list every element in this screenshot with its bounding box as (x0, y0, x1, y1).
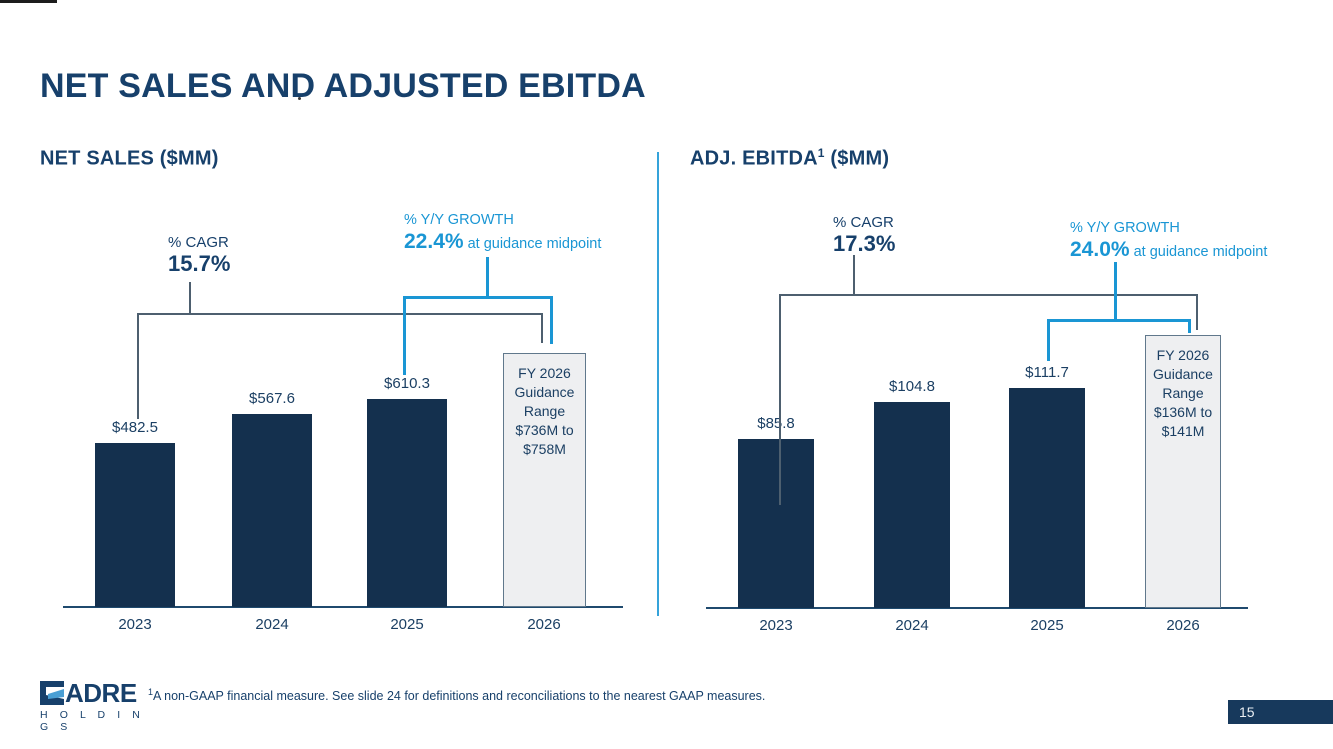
stray-dot (298, 97, 301, 100)
bar-2024: $567.6 (232, 390, 312, 607)
bar-value-label: $482.5 (112, 419, 158, 436)
cagr-bracket-right-drop (1196, 294, 1198, 330)
yoy-suffix: at guidance midpoint (1129, 244, 1268, 261)
yoy-label: % Y/Y GROWTH (1070, 220, 1180, 236)
cagr-label: % CAGR (168, 234, 229, 251)
guidance-line: $136M to (1153, 404, 1213, 420)
cadre-logo-mark-icon (40, 681, 64, 705)
x-axis (63, 606, 623, 608)
cagr-value: 15.7% (168, 251, 231, 277)
x-tick-2023: 2023 (759, 617, 793, 634)
cagr-bracket-stem (853, 255, 855, 294)
yoy-bracket-right-drop (550, 296, 553, 344)
bar-2023: $482.5 (95, 419, 175, 607)
yoy-label: % Y/Y GROWTH (404, 212, 514, 228)
chart-title-text: NET SALES ($MM) (40, 147, 219, 170)
guidance-line: FY 2026 (1156, 347, 1210, 363)
cagr-value: 17.3% (833, 231, 896, 257)
cagr-label: % CAGR (833, 214, 894, 231)
chart-title-net-sales: NET SALES ($MM) (40, 146, 219, 171)
chart-title-suffix: ($MM) (824, 147, 890, 170)
cagr-annotation: % CAGR 15.7% (168, 234, 230, 277)
yoy-bracket-horizontal (403, 296, 552, 299)
yoy-bracket-left-drop (403, 296, 406, 375)
chart-title-adj-ebitda: ADJ. EBITDA1 ($MM) (690, 146, 889, 171)
bar-value-label: $610.3 (384, 375, 430, 392)
page-number-badge: 15 (1228, 700, 1333, 724)
x-tick-2025: 2025 (1030, 617, 1064, 634)
cagr-bracket-right-drop (541, 313, 543, 343)
yoy-bracket-horizontal (1047, 319, 1190, 322)
guidance-line: Guidance (1153, 366, 1213, 382)
bar-value-label: $567.6 (249, 390, 295, 407)
yoy-bracket-stem (1114, 262, 1117, 319)
bar-value-label: $104.8 (889, 378, 935, 395)
yoy-bracket-right-drop (1188, 319, 1191, 333)
cagr-bracket-left-drop (779, 294, 781, 505)
guidance-line: FY 2026 (518, 365, 571, 381)
cadre-holdings-logo: ADRE H O L D I N G S (40, 678, 148, 733)
footnote-text: A non-GAAP financial measure. See slide … (153, 689, 766, 704)
yoy-suffix: at guidance midpoint (463, 236, 602, 253)
yoy-value: 22.4% (404, 230, 464, 254)
vertical-divider (657, 152, 659, 616)
x-tick-2024: 2024 (895, 617, 929, 634)
bar-2024: $104.8 (874, 378, 950, 608)
x-tick-2026: 2026 (527, 616, 561, 633)
yoy-value: 24.0% (1070, 238, 1130, 262)
x-tick-2026: 2026 (1166, 617, 1200, 634)
guidance-text: FY 2026 Guidance Range $136M to $141M (1146, 336, 1220, 441)
guidance-text: FY 2026 Guidance Range $736M to $758M (504, 354, 585, 459)
guidance-line: Range (523, 403, 566, 419)
footnote: 1A non-GAAP financial measure. See slide… (148, 687, 765, 703)
page-title: NET SALES AND ADJUSTED EBITDA (40, 66, 646, 105)
bar-2025: $111.7 (1009, 364, 1085, 608)
guidance-box-2026: FY 2026 Guidance Range $136M to $141M (1145, 335, 1221, 608)
chart-title-sup: 1 (817, 146, 825, 160)
yoy-bracket-stem (486, 257, 489, 296)
guidance-line: $141M (1161, 423, 1205, 439)
logo-subtext: H O L D I N G S (40, 709, 145, 733)
footnote-superscript: 1 (148, 687, 154, 697)
top-left-strip (0, 0, 57, 3)
yoy-bracket-left-drop (1047, 319, 1050, 361)
cagr-bracket-left-drop (137, 313, 139, 419)
cagr-bracket-horizontal (137, 313, 541, 315)
guidance-line: Guidance (514, 384, 575, 400)
x-tick-2025: 2025 (390, 616, 424, 633)
bar-2025: $610.3 (367, 375, 447, 607)
x-tick-2023: 2023 (118, 616, 152, 633)
cagr-bracket-horizontal (779, 294, 1198, 296)
cagr-bracket-stem (189, 282, 191, 313)
guidance-line: $758M (523, 441, 566, 457)
chart-title-text: ADJ. EBITDA (690, 147, 818, 170)
yoy-annotation: % Y/Y GROWTH 24.0% at guidance midpoint (1070, 220, 1267, 263)
bar-2023: $85.8 (738, 415, 814, 608)
guidance-line: $736M to (515, 422, 574, 438)
adj-ebitda-chart: $85.8 $104.8 $111.7 FY 2026 Guidance Ran… (690, 200, 1290, 634)
yoy-annotation: % Y/Y GROWTH 22.4% at guidance midpoint (404, 212, 601, 255)
net-sales-chart: $482.5 $567.6 $610.3 FY 2026 Guidance Ra… (40, 200, 640, 633)
logo-brand-text: ADRE (65, 678, 137, 708)
x-axis (706, 607, 1248, 609)
bar-value-label: $85.8 (757, 415, 795, 432)
guidance-box-2026: FY 2026 Guidance Range $736M to $758M (503, 353, 586, 607)
cagr-annotation: % CAGR 17.3% (833, 214, 895, 257)
x-tick-2024: 2024 (255, 616, 289, 633)
guidance-line: Range (1162, 385, 1204, 401)
bar-value-label: $111.7 (1025, 364, 1069, 381)
